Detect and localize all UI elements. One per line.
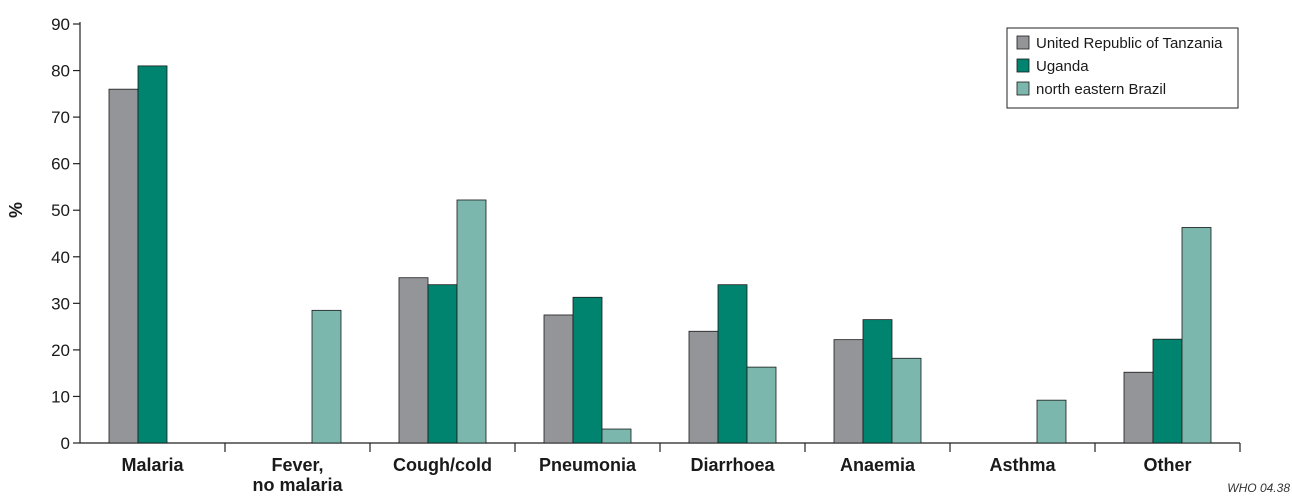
y-tick-label: 30 [51,294,70,313]
y-tick-label: 20 [51,341,70,360]
bar-other-series-1 [1152,338,1183,444]
bar-malaria-series-1 [137,65,168,444]
y-tick-label: 10 [51,387,70,406]
x-category-label: Fever, [271,455,323,475]
axes: 0 10 20 30 40 50 60 70 80 90 Malaria Fever,no malar… [51,15,1241,495]
y-tick-label: 50 [51,201,70,220]
y-tick-label: 90 [51,15,70,34]
y-axis-label: % [6,202,26,218]
legend-label: Uganda [1036,58,1089,75]
legend-swatch [1016,81,1030,96]
legend-label: United Republic of Tanzania [1036,35,1223,52]
bar-diarrhoea-series-2 [746,366,777,444]
figure-credit: WHO 04.38 [1227,481,1290,495]
y-tick-label: 80 [51,62,70,81]
y-tick-label: 0 [61,434,70,453]
bar-pneumonia-series-0 [543,314,574,444]
bar-asthma-series-2 [1036,399,1067,444]
x-category-label: Other [1143,455,1191,475]
bar-malaria-series-0 [108,88,139,444]
bar-anaemia-series-0 [833,339,864,444]
x-category-label: Anaemia [840,455,916,475]
legend-box [1006,27,1239,109]
bar-anaemia-series-1 [862,319,893,444]
legend-label: north eastern Brazil [1036,81,1166,98]
legend-swatch [1016,58,1030,73]
x-category-label: Pneumonia [539,455,637,475]
x-category-label: Malaria [121,455,184,475]
y-tick-label: 40 [51,248,70,267]
bar-diarrhoea-series-1 [717,284,748,444]
bar-diarrhoea-series-0 [688,330,719,444]
x-category-label: Cough/cold [393,455,492,475]
bar-fever-no-malaria-series-2 [311,309,342,444]
y-tick-label: 60 [51,155,70,174]
bars [108,65,1212,444]
x-category-label: no malaria [252,475,343,495]
x-category-label: Asthma [989,455,1056,475]
bar-other-series-2 [1181,227,1212,444]
bar-anaemia-series-2 [891,357,922,444]
bar-cough-cold-series-0 [398,277,429,444]
bar-cough-cold-series-1 [427,284,458,444]
bar-cough-cold-series-2 [456,199,487,444]
y-tick-label: 70 [51,108,70,127]
bar-pneumonia-series-2 [601,428,632,444]
x-category-label: Diarrhoea [690,455,775,475]
bar-pneumonia-series-1 [572,296,603,444]
bar-other-series-0 [1123,371,1154,444]
legend-swatch [1016,35,1030,50]
legend: United Republic of Tanzania Uganda north e… [1006,27,1239,109]
